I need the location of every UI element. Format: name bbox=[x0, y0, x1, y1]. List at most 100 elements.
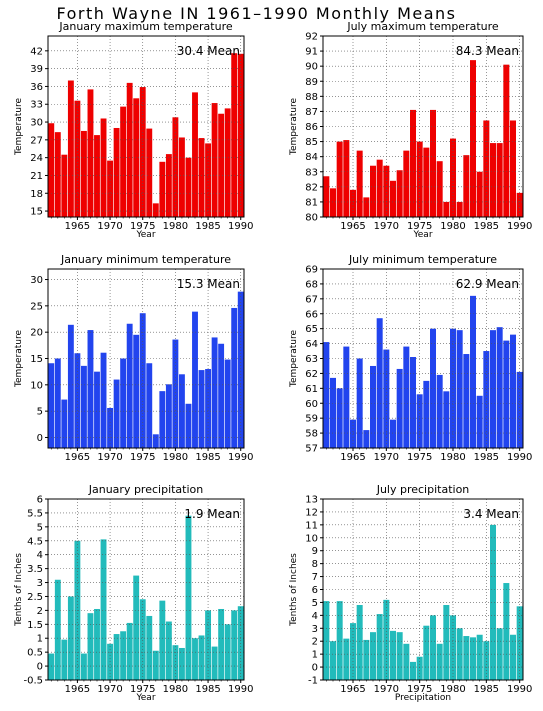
bar bbox=[423, 625, 430, 680]
chart-title: July minimum temperature bbox=[348, 253, 497, 266]
bar bbox=[463, 155, 470, 217]
bar bbox=[496, 143, 503, 217]
bar bbox=[100, 118, 107, 217]
y-tick-label: 65 bbox=[305, 324, 318, 335]
y-tick-label: 5.5 bbox=[27, 508, 43, 519]
y-tick-label: -0.5 bbox=[23, 676, 43, 687]
bar bbox=[159, 600, 166, 680]
x-tick-label: 1990 bbox=[228, 684, 253, 695]
chart-panel-5: -0.5 0 0.5 1 1.5 2 2.5 3 3.5 4 4.5 5 5.5 6 1965 1970 197… bbox=[14, 483, 253, 703]
y-tick-label: 0 bbox=[37, 662, 43, 673]
y-axis-label: Temperature bbox=[289, 330, 299, 388]
y-tick-label: 1.5 bbox=[27, 620, 43, 631]
bar bbox=[490, 143, 496, 217]
y-tick-label: 30 bbox=[30, 118, 43, 129]
x-tick-label: 1980 bbox=[163, 684, 188, 695]
bar bbox=[403, 150, 410, 217]
bar bbox=[159, 161, 166, 217]
bar bbox=[165, 621, 172, 680]
x-tick-label: 1980 bbox=[163, 221, 188, 232]
y-tick-label: 92 bbox=[305, 32, 318, 43]
bar bbox=[323, 342, 330, 448]
bar bbox=[87, 613, 94, 680]
bar bbox=[74, 353, 81, 448]
y-tick-label: 6 bbox=[312, 585, 318, 596]
x-tick-label: 1985 bbox=[474, 452, 499, 463]
plot-frame bbox=[47, 498, 245, 681]
bar bbox=[198, 635, 205, 680]
chart-title: July precipitation bbox=[376, 483, 470, 496]
bar bbox=[350, 189, 356, 217]
chart-panel-1: 15 18 21 24 27 30 33 36 39 42 1965 1970 1975 1980 1985… bbox=[14, 20, 253, 240]
bar bbox=[436, 374, 443, 448]
bar bbox=[463, 636, 470, 680]
y-tick-label: 4 bbox=[312, 611, 318, 622]
y-tick-label: 91 bbox=[305, 47, 318, 58]
bar bbox=[390, 180, 396, 217]
bar bbox=[456, 330, 463, 448]
y-tick-label: 1 bbox=[37, 634, 43, 645]
y-tick-label: 39 bbox=[30, 64, 43, 75]
bar bbox=[87, 330, 94, 448]
bar bbox=[336, 388, 343, 448]
bar bbox=[218, 343, 225, 448]
x-tick-label: 1985 bbox=[195, 221, 220, 232]
x-tick-label: 1970 bbox=[97, 221, 122, 232]
bar bbox=[450, 615, 456, 680]
bar bbox=[224, 359, 231, 448]
bar bbox=[330, 188, 336, 217]
y-tick-label: 68 bbox=[305, 279, 318, 290]
bar bbox=[54, 579, 61, 680]
mean-label: 62.9 Mean bbox=[456, 277, 519, 291]
bar bbox=[205, 369, 212, 448]
bar bbox=[185, 515, 192, 680]
bar bbox=[54, 132, 61, 217]
bar bbox=[120, 106, 127, 217]
y-tick-label: 5 bbox=[37, 522, 43, 533]
bar bbox=[330, 641, 336, 680]
bar bbox=[178, 137, 185, 217]
y-tick-label: 3.5 bbox=[27, 564, 43, 575]
bar bbox=[410, 109, 416, 217]
bar bbox=[192, 638, 198, 680]
y-tick-label: 60 bbox=[305, 399, 318, 410]
bar bbox=[192, 311, 198, 448]
bar bbox=[152, 650, 159, 680]
x-tick-label: 1985 bbox=[195, 684, 220, 695]
bar bbox=[370, 165, 376, 217]
bar bbox=[152, 203, 159, 217]
y-tick-label: 13 bbox=[305, 495, 318, 506]
x-tick-label: 1985 bbox=[474, 221, 499, 232]
bar bbox=[126, 622, 133, 680]
bar bbox=[139, 599, 146, 680]
y-tick-label: 90 bbox=[305, 62, 318, 73]
bar bbox=[100, 539, 107, 680]
bar bbox=[80, 653, 87, 680]
page-title: Forth Wayne IN 1961–1990 Monthly Means bbox=[56, 4, 457, 23]
bar bbox=[376, 318, 383, 448]
x-tick-label: 1990 bbox=[507, 221, 532, 232]
y-tick-label: 11 bbox=[305, 520, 318, 531]
x-tick-label: 1975 bbox=[407, 221, 432, 232]
bar bbox=[61, 639, 68, 680]
bar bbox=[67, 324, 74, 448]
bar bbox=[211, 103, 218, 217]
y-tick-label: 8 bbox=[312, 559, 318, 570]
bar bbox=[343, 140, 350, 217]
bar bbox=[336, 141, 343, 217]
bar bbox=[172, 645, 179, 680]
y-tick-label: 20 bbox=[30, 328, 43, 339]
bar bbox=[456, 628, 463, 680]
bar bbox=[178, 647, 185, 680]
bar bbox=[48, 653, 55, 680]
bar bbox=[323, 176, 330, 217]
bar bbox=[159, 391, 166, 448]
bar bbox=[396, 170, 403, 217]
y-tick-label: -1 bbox=[308, 676, 318, 687]
x-axis-label: Year bbox=[135, 230, 155, 240]
bar bbox=[376, 159, 383, 217]
x-tick-label: 1990 bbox=[228, 452, 253, 463]
bar bbox=[94, 608, 100, 680]
bar bbox=[396, 632, 403, 680]
y-tick-label: 7 bbox=[312, 572, 318, 583]
